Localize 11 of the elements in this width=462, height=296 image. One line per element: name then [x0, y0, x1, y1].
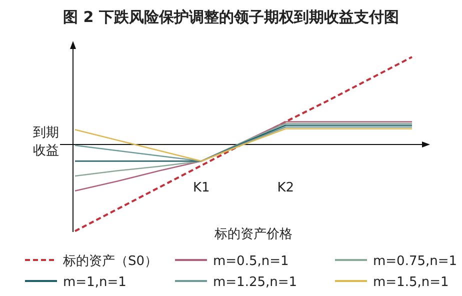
legend-label: 标的资产（S0）: [62, 254, 158, 269]
legend-label: m=1.5,n=1: [373, 275, 449, 290]
x-tick-label: K1: [192, 180, 210, 196]
legend-label: m=0.5,n=1: [213, 254, 289, 269]
legend-label: m=1.25,n=1: [213, 275, 298, 290]
legend-label: m=1,n=1: [63, 275, 126, 290]
x-axis-title: 标的资产价格: [214, 227, 292, 242]
x-tick-label: K2: [277, 180, 294, 196]
legend-label: m=0.75,n=1: [373, 254, 458, 269]
chart-title: 图 2 下跌风险保护调整的领子期权到期收益支付图: [63, 8, 399, 26]
y-axis-title: 到期收益: [33, 126, 59, 158]
